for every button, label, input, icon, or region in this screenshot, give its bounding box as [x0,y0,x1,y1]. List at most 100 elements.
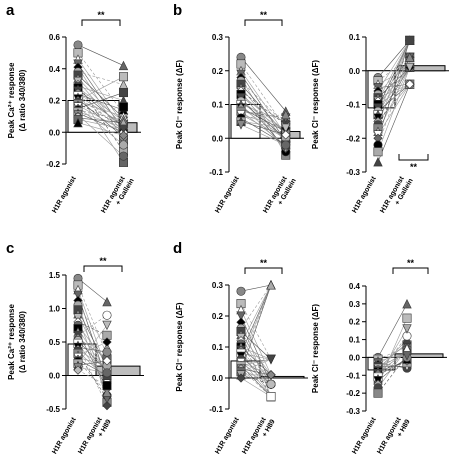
data-point-inhibitor [118,124,129,134]
pair-line [77,360,108,366]
pair-line [377,67,411,132]
pair-line [77,304,108,348]
y-tick-label: 0.0 [212,134,224,143]
significance-label: ** [99,256,107,266]
pair-line [377,57,411,146]
data-point-agonist [236,373,246,383]
y-tick-label: 0.0 [49,372,61,381]
data-point-inhibitor [281,140,291,150]
data-point-inhibitor [405,52,415,62]
data-point-agonist [236,286,246,296]
pair-line [377,57,410,95]
data-point-inhibitor [119,102,129,112]
y-tick-label: 0.1 [212,101,224,110]
pair-line [240,284,272,372]
pair-line [377,350,408,374]
pair-line [77,345,108,406]
data-point-inhibitor [102,320,112,331]
pair-line [240,114,286,129]
y-tick-label: 0.2 [349,318,361,327]
y-axis-label: (Δ ratio 340/380) [18,311,27,373]
pair-line [240,352,272,360]
data-point-inhibitor [405,35,415,45]
pair-line [77,59,124,125]
pair-line [240,309,272,376]
pair-line [240,365,272,397]
pair-line [77,284,108,356]
pair-line [77,101,124,117]
pair-line [240,284,272,366]
pair-line [240,368,272,397]
y-tick-label: 0.3 [212,281,224,290]
y-tick-label: 0.0 [49,128,61,137]
pair-line [77,337,108,359]
pair-line [77,353,108,400]
pair-line [77,109,124,120]
y-tick-label: 1.0 [49,305,61,314]
panel-letter: a [6,2,15,19]
data-point-agonist [373,388,383,398]
pair-line [77,314,108,336]
y-tick-label: 0.4 [49,65,61,74]
pair-line [240,362,272,385]
pair-line [240,124,286,146]
pair-line [77,347,108,353]
pair-line [377,342,408,369]
pair-line [77,106,124,146]
data-point-inhibitor [266,370,276,380]
pair-line [77,106,124,117]
pair-line [77,321,108,336]
y-tick-label: 0.3 [212,33,224,42]
x-category-label: H1R agonist [51,175,78,214]
bar-agonist-inhibitor [394,353,444,358]
data-point-inhibitor [102,296,112,307]
pair-line [77,97,124,130]
panel-letter: c [6,240,14,257]
pair-line [240,331,272,360]
data-point-inhibitor [402,313,412,323]
data-point-agonist [236,311,246,321]
pair-line [240,94,286,132]
y-axis-label: Peak Ca²⁺ response [7,304,16,380]
pair-line [377,57,410,82]
data-point-inhibitor [118,130,129,141]
y-axis-label: Peak Cl⁻ response (ΔF) [311,60,320,149]
y-tick-label: 0.0 [349,353,361,362]
data-point-agonist [373,157,383,167]
pair-line [77,351,108,380]
pair-line [377,40,411,139]
pair-line [240,97,286,122]
significance-bracket [392,267,429,274]
x-category-label: H1R agonist [51,416,78,455]
pair-line [77,71,124,85]
data-point-inhibitor [119,88,129,98]
pair-line [240,73,287,142]
pair-line [77,359,108,376]
data-point-inhibitor [402,324,412,334]
pair-line [377,355,408,394]
data-point-inhibitor [266,354,276,365]
y-axis-label: Peak Cl⁻ response (ΔF) [175,60,184,149]
data-point-inhibitor [102,310,112,320]
pair-line [377,83,410,99]
pair-line [77,369,108,386]
pair-line [240,104,286,122]
y-tick-label: 0.2 [49,97,61,106]
data-point-inhibitor [405,62,415,73]
x-category-label: H1R agonist [351,175,378,214]
y-axis-label: Peak Ca²⁺ response [7,62,16,138]
pair-line [77,67,124,141]
pair-line [377,350,408,380]
significance-label: ** [410,162,418,172]
significance-bracket [81,19,121,26]
pair-line [240,346,272,360]
pair-line [240,90,286,125]
pair-line [240,114,286,139]
x-category-label: H1R agonist [214,416,241,455]
pair-line [240,110,286,119]
significance-bracket [398,154,429,161]
pair-line [377,40,411,115]
significance-label: ** [260,10,268,20]
pair-line [377,83,410,105]
